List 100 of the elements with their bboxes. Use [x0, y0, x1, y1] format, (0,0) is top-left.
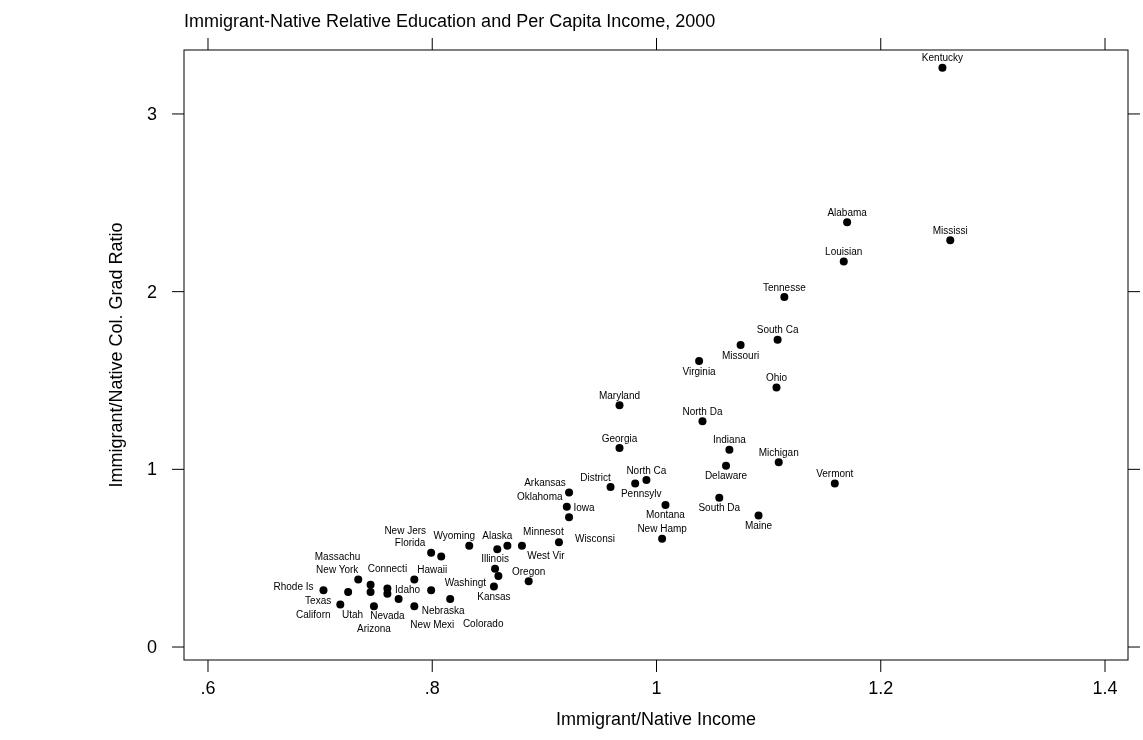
data-label: Wisconsi — [574, 532, 615, 544]
point — [715, 493, 724, 502]
y-tick-label: 1 — [146, 459, 158, 480]
point — [465, 541, 474, 550]
point — [427, 586, 436, 595]
point — [494, 571, 503, 580]
data-label: Illinois — [481, 553, 509, 565]
point — [565, 488, 574, 497]
chart-title: Immigrant-Native Relative Education and Per Capita Income, 2000 — [184, 11, 716, 31]
data-label: Texas — [305, 594, 332, 606]
x-tick-label: 1.2 — [868, 678, 894, 698]
point — [562, 502, 571, 511]
data-label: Ohio — [765, 372, 788, 384]
point — [565, 513, 574, 522]
data-label: Hawaii — [417, 564, 448, 576]
data-label: Louisian — [825, 246, 863, 258]
data-label: South Ca — [756, 324, 799, 336]
data-label: Maryland — [598, 389, 641, 401]
point — [446, 595, 455, 604]
point — [606, 483, 615, 492]
point — [524, 577, 533, 586]
data-label: Arizona — [356, 622, 392, 634]
data-label: Missouri — [721, 349, 760, 361]
x-tick-label: .6 — [200, 678, 216, 698]
data-label: Delaware — [704, 470, 748, 482]
point — [658, 534, 667, 543]
data-label: Pennsylv — [620, 488, 662, 500]
y-tick-label: 3 — [146, 103, 158, 124]
data-label: Nevada — [370, 610, 406, 622]
point — [394, 595, 403, 604]
data-label: Montana — [646, 509, 686, 521]
data-label: Massachu — [314, 551, 361, 563]
data-label: New York — [316, 564, 360, 576]
x-tick-label: 1 — [651, 678, 662, 698]
data-label: Alaska — [482, 529, 513, 541]
data-label: District — [580, 471, 612, 483]
point — [946, 236, 955, 245]
point — [773, 335, 782, 344]
x-axis-title: Immigrant/Native Income — [555, 709, 757, 729]
data-label: West Vir — [527, 550, 566, 562]
point — [493, 545, 502, 554]
data-label: Alabama — [827, 206, 868, 218]
data-label: Nebraska — [421, 604, 465, 616]
data-label: South Da — [698, 502, 741, 514]
point — [427, 548, 436, 557]
point — [615, 444, 624, 453]
data-label: Oregon — [512, 565, 546, 577]
data-label: Utah — [342, 608, 364, 620]
data-label: Georgia — [601, 432, 638, 444]
data-label: Idaho — [395, 583, 421, 595]
data-label: Virginia — [682, 365, 717, 377]
data-label: Tennesse — [762, 281, 807, 293]
data-label: Mississi — [932, 224, 968, 236]
data-label: Wyoming — [433, 530, 476, 542]
point — [725, 445, 734, 454]
point — [661, 500, 670, 509]
point — [517, 541, 526, 550]
y-axis-title: Immigrant/Native Col. Grad Ratio — [106, 222, 126, 488]
data-label: Rhode Is — [273, 580, 314, 592]
data-label: Florida — [394, 537, 426, 549]
data-label: New Hamp — [637, 523, 688, 535]
point — [366, 587, 375, 596]
data-label: Indiana — [712, 434, 747, 446]
point — [410, 575, 419, 584]
data-label: Minnesot — [523, 526, 564, 538]
data-label: Californ — [296, 608, 331, 620]
point — [344, 587, 353, 596]
data-label: New Jers — [384, 525, 427, 537]
point — [489, 582, 498, 591]
point — [772, 383, 781, 392]
point — [938, 63, 947, 72]
data-label: Iowa — [573, 501, 596, 513]
point — [695, 356, 704, 365]
point — [631, 479, 640, 488]
point — [843, 218, 852, 227]
point — [437, 552, 446, 561]
y-tick-label: 0 — [146, 637, 158, 658]
point — [554, 538, 563, 547]
data-label: Colorado — [462, 617, 504, 629]
point — [736, 340, 745, 349]
data-label: Washingt — [444, 576, 487, 588]
point — [754, 511, 763, 520]
data-label: New Mexi — [410, 618, 455, 630]
x-tick-label: 1.4 — [1092, 678, 1118, 698]
data-label: Oklahoma — [517, 491, 564, 503]
y-tick-label: 2 — [146, 281, 158, 302]
data-label: Kentucky — [921, 52, 963, 64]
point — [491, 564, 500, 573]
point — [369, 602, 378, 611]
point — [366, 580, 375, 589]
data-label: Arkansas — [524, 477, 566, 489]
data-label: Michigan — [758, 446, 799, 458]
point — [410, 602, 419, 611]
data-label: Maine — [744, 520, 773, 532]
point — [336, 600, 345, 609]
point — [780, 292, 789, 301]
point — [503, 541, 512, 550]
data-label: Connecti — [367, 562, 408, 574]
point — [615, 401, 624, 410]
point — [642, 476, 651, 484]
